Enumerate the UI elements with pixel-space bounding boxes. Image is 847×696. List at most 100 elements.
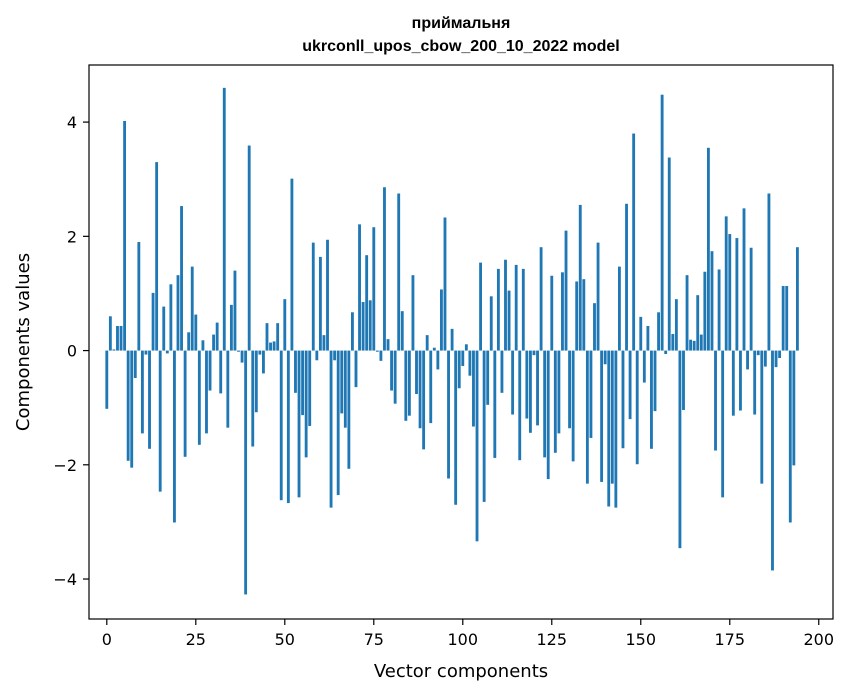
bar-34 [226,350,230,428]
y-tick-label: 0 [67,342,77,361]
plot-frame [88,64,834,620]
bar-161 [678,350,682,549]
bar-72 [361,302,365,351]
bar-122 [539,247,543,351]
bar-79 [386,339,390,351]
bar-128 [561,272,564,351]
bar-45 [265,323,269,351]
bar-93 [436,350,440,370]
bar-169 [706,147,710,351]
bar-48 [276,323,280,351]
bar-173 [721,350,725,498]
bar-68 [347,350,351,469]
bar-22 [183,350,187,457]
bar-97 [450,328,454,351]
bar-81 [393,350,397,404]
bar-162 [682,350,685,410]
bar-104 [475,350,479,542]
bar-183 [756,350,760,356]
bar-56 [304,350,308,458]
bar-51 [286,350,290,504]
bar-40 [247,145,251,351]
bar-158 [667,157,671,351]
bar-49 [279,350,283,501]
y-tick-label: −2 [53,456,77,475]
bar-119 [528,350,532,433]
bar-78 [383,187,386,351]
bar-3 [116,326,119,351]
bar-44 [262,350,265,374]
bar-88 [418,350,422,429]
bar-89 [422,350,426,450]
bar-125 [550,275,554,351]
bar-167 [699,334,703,351]
chart-title-line1: приймальня [412,15,511,32]
bar-21 [180,206,183,351]
y-axis-label: Components values [13,253,34,431]
bar-143 [614,350,618,508]
bar-77 [379,350,383,361]
bar-18 [169,284,173,351]
bar-101 [464,344,468,351]
bar-46 [269,342,272,351]
bar-20 [176,275,180,351]
bar-136 [589,350,593,438]
bar-144 [617,266,621,351]
bar-26 [197,350,201,445]
bar-12 [148,350,151,449]
bar-163 [685,275,689,351]
bar-132 [575,281,579,351]
bar-142 [610,350,614,484]
bar-8 [133,350,137,378]
bars-group [105,87,799,595]
bar-148 [632,133,636,351]
bar-109 [493,350,497,458]
chart-title: приймальня ukrconll_upos_cbow_200_10_202… [302,15,619,55]
bar-60 [318,256,322,351]
bar-70 [354,350,358,388]
y-tick-label: 2 [67,227,77,246]
bar-121 [536,350,539,426]
bar-86 [411,275,415,351]
bar-137 [593,303,596,351]
bar-102 [468,350,472,376]
bar-171 [714,350,717,451]
bar-179 [742,208,746,351]
bar-43 [258,350,262,355]
bar-126 [553,350,557,453]
bar-127 [557,350,561,434]
bar-13 [151,292,155,351]
bar-15 [158,350,162,492]
bar-140 [603,350,607,365]
bar-176 [731,350,735,416]
x-tick-label: 50 [275,630,295,649]
bar-30 [212,334,216,351]
bar-1 [108,316,112,351]
bar-159 [671,334,675,351]
bar-181 [749,247,753,351]
bar-67 [343,350,347,428]
bar-75 [372,227,376,351]
bar-180 [746,350,749,370]
bar-64 [333,350,337,361]
bar-27 [201,340,205,351]
bar-149 [635,350,639,465]
bar-90 [425,335,429,351]
bar-139 [600,350,604,482]
bar-138 [596,242,600,351]
bar-105 [479,262,483,351]
bar-190 [781,286,785,351]
bar-29 [208,350,212,391]
bar-154 [653,350,657,412]
bar-133 [578,204,582,351]
bar-42 [254,350,258,413]
bar-99 [457,350,461,389]
bar-100 [461,350,465,366]
bar-0 [105,350,109,409]
bar-59 [315,350,319,361]
bar-165 [692,340,696,351]
x-tick-label: 175 [714,630,745,649]
bar-191 [785,286,789,351]
bar-118 [525,350,529,419]
bar-103 [472,350,475,427]
